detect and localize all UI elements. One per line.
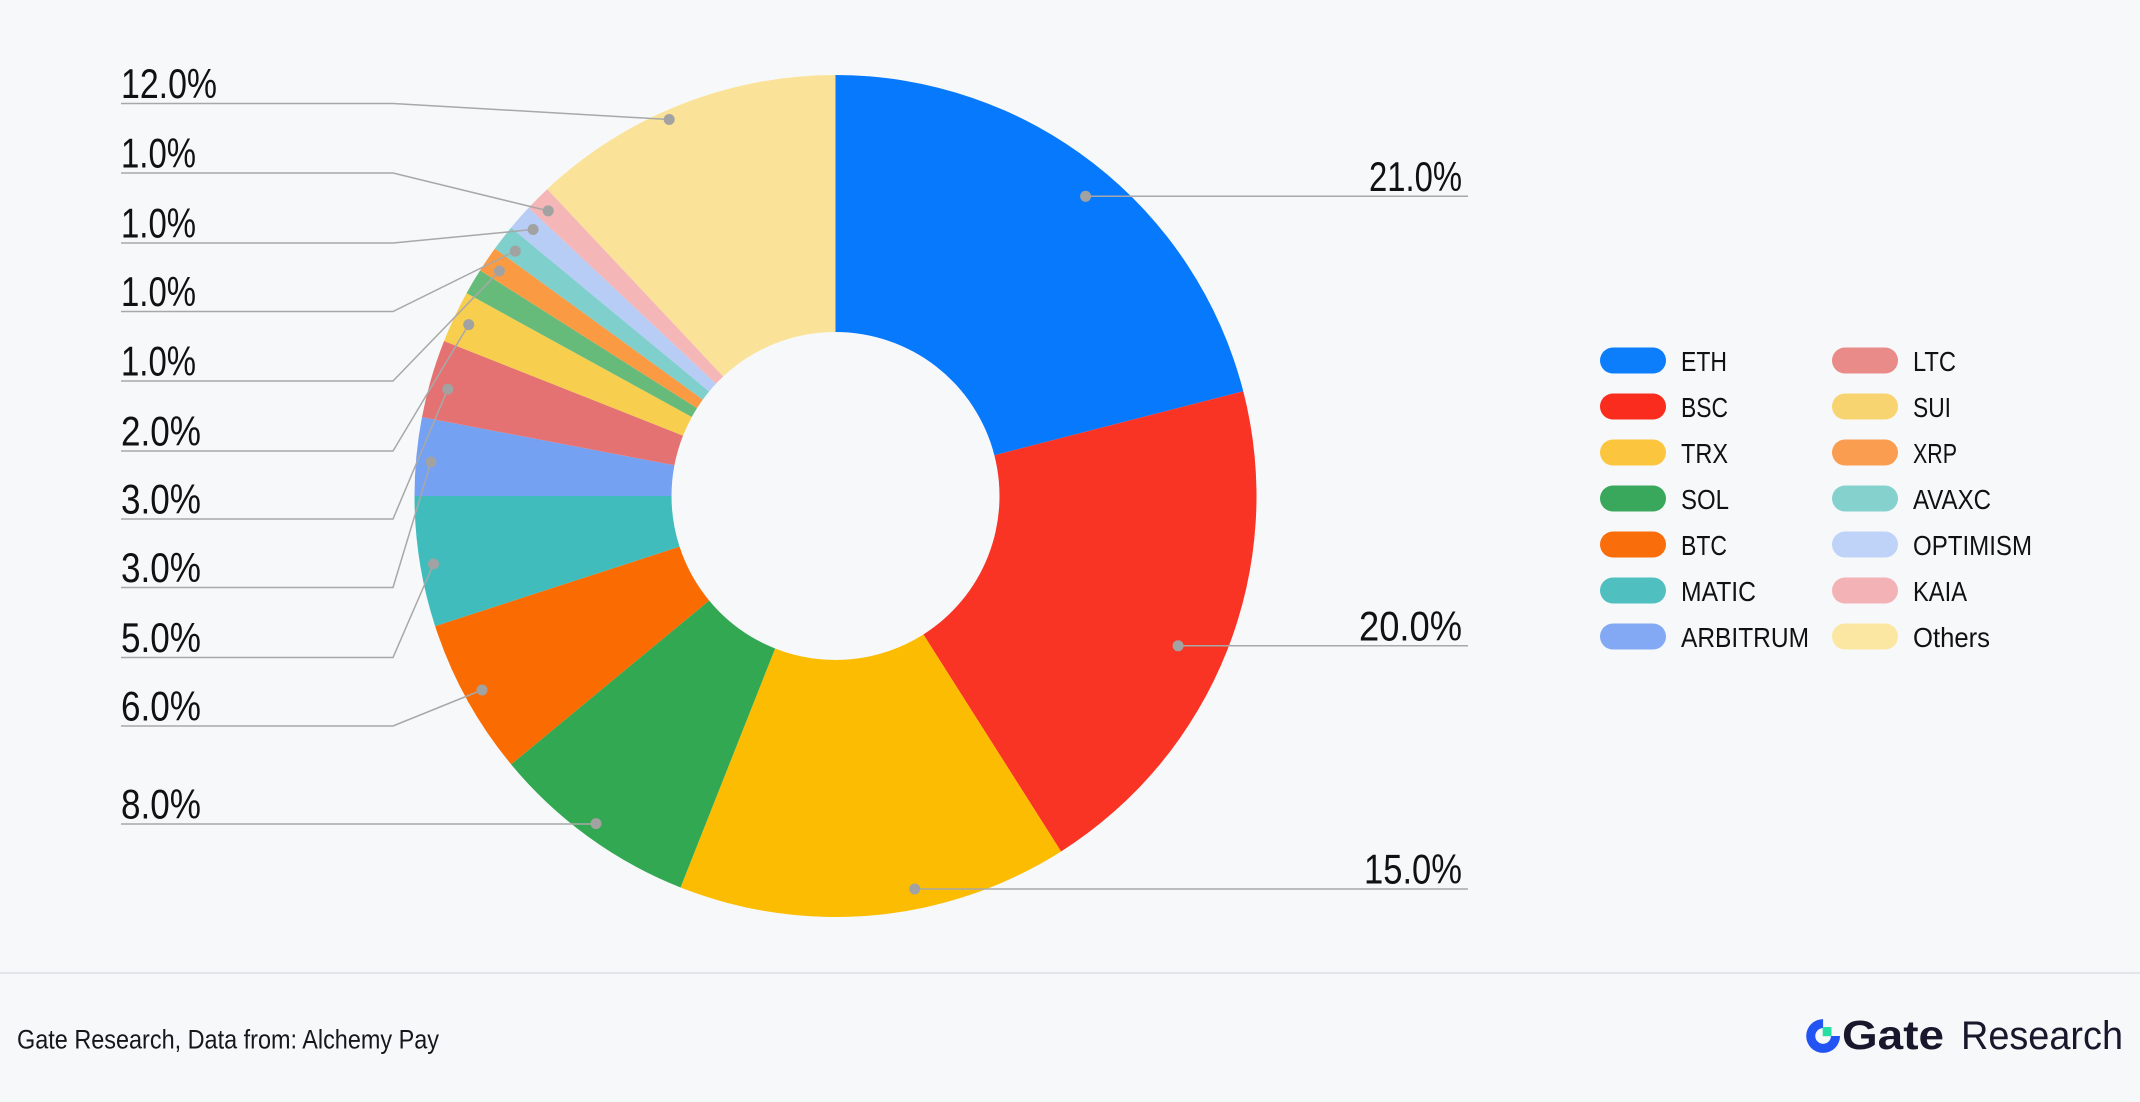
- svg-text:1.0%: 1.0%: [121, 200, 196, 247]
- svg-text:12.0%: 12.0%: [121, 60, 217, 107]
- svg-text:ETH: ETH: [1681, 346, 1727, 377]
- svg-text:Others: Others: [1913, 622, 1990, 653]
- svg-text:BTC: BTC: [1681, 530, 1727, 561]
- svg-text:Research: Research: [1961, 1014, 2123, 1058]
- svg-text:15.0%: 15.0%: [1364, 846, 1462, 893]
- svg-text:BSC: BSC: [1681, 392, 1728, 423]
- svg-text:1.0%: 1.0%: [121, 338, 196, 385]
- svg-text:Gate: Gate: [1842, 1012, 1944, 1058]
- svg-text:OPTIMISM: OPTIMISM: [1913, 530, 2032, 561]
- svg-text:21.0%: 21.0%: [1369, 153, 1462, 200]
- svg-text:TRX: TRX: [1681, 438, 1728, 469]
- svg-text:8.0%: 8.0%: [121, 781, 201, 828]
- svg-text:Gate Research, Data from: Alch: Gate Research, Data from: Alchemy Pay: [17, 1025, 439, 1055]
- svg-text:5.0%: 5.0%: [121, 614, 201, 661]
- svg-text:AVAXC: AVAXC: [1913, 484, 1991, 515]
- svg-text:6.0%: 6.0%: [121, 683, 201, 730]
- svg-text:3.0%: 3.0%: [121, 476, 201, 523]
- svg-text:20.0%: 20.0%: [1359, 602, 1462, 649]
- svg-text:KAIA: KAIA: [1913, 576, 1967, 607]
- svg-text:SUI: SUI: [1913, 392, 1951, 423]
- svg-text:SOL: SOL: [1681, 484, 1729, 515]
- svg-text:ARBITRUM: ARBITRUM: [1681, 622, 1809, 653]
- svg-text:LTC: LTC: [1913, 346, 1956, 377]
- svg-text:MATIC: MATIC: [1681, 576, 1756, 607]
- svg-text:2.0%: 2.0%: [121, 408, 201, 455]
- svg-text:3.0%: 3.0%: [121, 544, 201, 591]
- svg-text:XRP: XRP: [1913, 438, 1957, 469]
- svg-text:1.0%: 1.0%: [121, 130, 196, 177]
- svg-text:1.0%: 1.0%: [121, 268, 196, 315]
